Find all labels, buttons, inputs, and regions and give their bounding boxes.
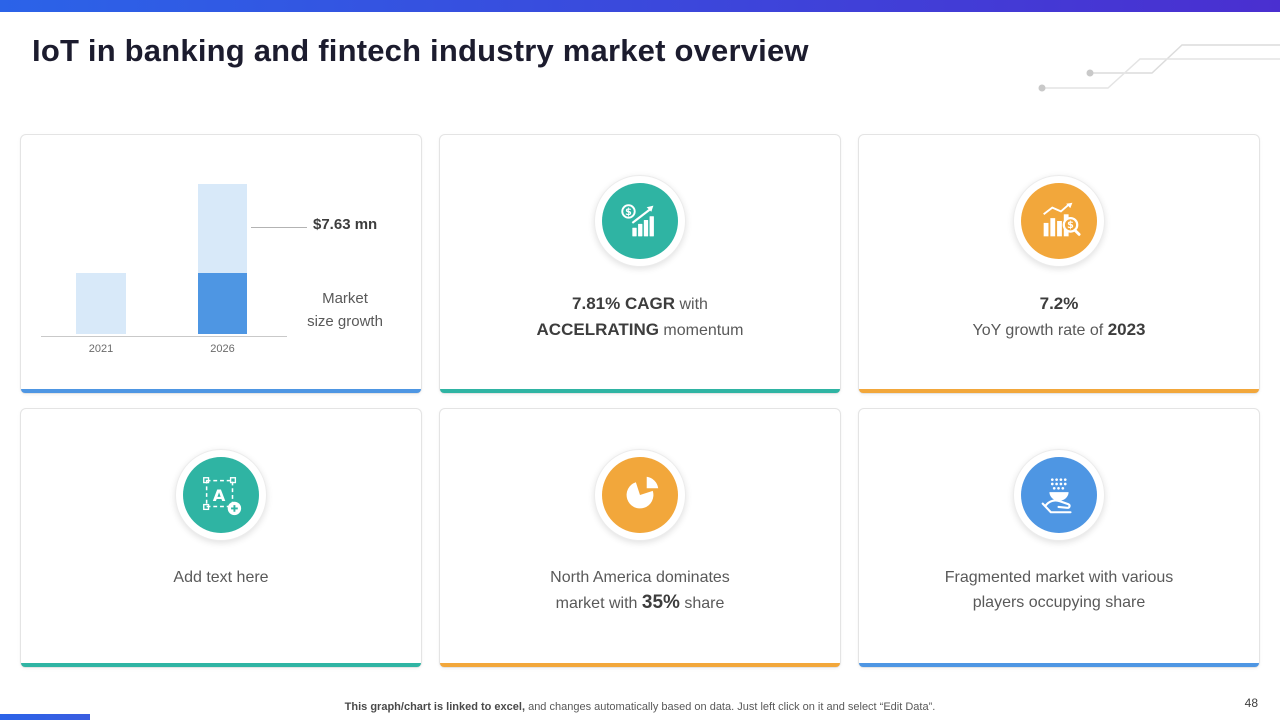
- top-accent-bar: [0, 0, 1280, 12]
- yoy-bold-rate: 7.2%: [1039, 294, 1079, 313]
- icon-badge: [1013, 449, 1105, 541]
- card-accent-bar: [859, 663, 1259, 667]
- chart-caption-line-2: size growth: [307, 313, 383, 330]
- na-rest-1: market with: [555, 595, 642, 612]
- x-axis-line: [41, 336, 287, 337]
- fragmented-text: Fragmented market with various players o…: [871, 565, 1247, 615]
- yoy-text: 7.2% YoY growth rate of 2023: [871, 291, 1247, 343]
- cagr-bold-value: 7.81% CAGR: [572, 294, 676, 313]
- pie-chart-icon: [602, 457, 678, 533]
- cagr-text: 7.81% CAGR with ACCELRATING momentum: [452, 291, 828, 343]
- card-accent-bar: [859, 389, 1259, 393]
- card-fragmented-market[interactable]: Fragmented market with various players o…: [858, 408, 1260, 668]
- card-cagr[interactable]: $ 7.81% CAGR with ACCELRATING momentum: [439, 134, 841, 394]
- page-number: 48: [1244, 696, 1258, 710]
- icon-badge: A: [175, 449, 267, 541]
- svg-text:$: $: [625, 207, 632, 218]
- yoy-bold-year: 2023: [1107, 320, 1146, 339]
- na-bold-share: 35%: [641, 592, 680, 613]
- svg-text:A: A: [213, 486, 226, 505]
- north-america-text: North America dominates market with 35% …: [452, 565, 828, 616]
- dollar-growth-chart-icon: $: [602, 183, 678, 259]
- bottom-accent-strip: [0, 714, 90, 720]
- card-market-size-growth[interactable]: 2021 2026 $7.63 mn Market size growth: [20, 134, 422, 394]
- na-line-1: North America dominates: [550, 569, 730, 586]
- card-accent-bar: [21, 663, 421, 667]
- card-north-america-share[interactable]: North America dominates market with 35% …: [439, 408, 841, 668]
- footer-note-bold: This graph/chart is linked to excel,: [344, 701, 526, 713]
- add-text-placeholder[interactable]: Add text here: [33, 565, 409, 590]
- page-title: IoT in banking and fintech industry mark…: [32, 33, 809, 68]
- cagr-bold-momentum: ACCELRATING: [536, 320, 659, 339]
- cagr-line-1: 7.81% CAGR with: [452, 291, 828, 317]
- footer-note: This graph/chart is linked to excel, and…: [0, 701, 1280, 713]
- yoy-line-2: YoY growth rate of 2023: [871, 317, 1247, 343]
- card-accent-bar: [440, 663, 840, 667]
- cagr-rest-2: momentum: [658, 322, 744, 339]
- footer-note-rest: and changes automatically based on data.…: [525, 701, 936, 713]
- add-text-icon: A: [183, 457, 259, 533]
- bar-2026-dark-segment: [198, 273, 247, 334]
- annotation-leader-line: [251, 227, 307, 228]
- card-accent-bar: [440, 389, 840, 393]
- na-line-2: market with 35% share: [452, 590, 828, 616]
- chart-caption: Market size growth: [289, 287, 401, 333]
- decorative-circuit-lines: [1038, 44, 1280, 92]
- card-add-text[interactable]: A Add text here: [20, 408, 422, 668]
- annotation-value: $7.63 mn: [313, 216, 378, 233]
- card-yoy-growth[interactable]: $ 7.2% YoY growth rate of 2023: [858, 134, 1260, 394]
- cagr-line-2: ACCELRATING momentum: [452, 317, 828, 343]
- icon-badge: $: [594, 175, 686, 267]
- chart-magnifier-dollar-icon: $: [1021, 183, 1097, 259]
- hand-sharing-icon: [1021, 457, 1097, 533]
- icon-badge: $: [1013, 175, 1105, 267]
- bar-2021[interactable]: [76, 273, 126, 334]
- icon-badge: [594, 449, 686, 541]
- x-tick-2026: 2026: [210, 343, 235, 355]
- yoy-rest-1: YoY growth rate of: [972, 322, 1108, 339]
- fragmented-line-2: players occupying share: [972, 594, 1146, 611]
- bar-2026[interactable]: [198, 184, 247, 334]
- yoy-line-1: 7.2%: [871, 291, 1247, 317]
- x-tick-2021: 2021: [88, 343, 114, 355]
- card-accent-bar: [21, 389, 421, 393]
- cagr-rest-1: with: [675, 296, 708, 313]
- fragmented-line-1: Fragmented market with various: [944, 569, 1174, 586]
- na-rest-2: share: [679, 595, 725, 612]
- chart-caption-line-1: Market: [322, 290, 368, 307]
- svg-text:$: $: [1067, 220, 1074, 231]
- add-text-label[interactable]: Add text here: [173, 569, 269, 586]
